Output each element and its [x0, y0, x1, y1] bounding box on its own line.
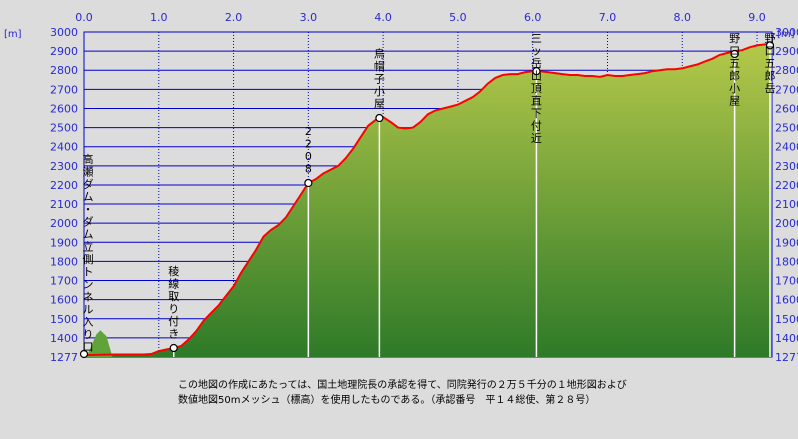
y-tick-label-right: 2500	[775, 122, 798, 135]
copyright-notice: この地図の作成にあたっては、国土地理院長の承認を得て、同院発行の２万５千分の１地…	[178, 378, 698, 408]
x-tick-label: 4.0	[374, 11, 392, 24]
y-tick-label-right: 2900	[775, 45, 798, 58]
y-tick-label: 2800	[50, 64, 78, 77]
annotation-label: 烏帽子小屋	[374, 47, 385, 111]
y-tick-label: 2200	[50, 179, 78, 192]
y-tick-label: 1900	[50, 236, 78, 249]
annotation-marker	[765, 41, 775, 50]
y-tick-label-right: 1400	[775, 332, 798, 345]
hill-decoration	[86, 330, 113, 357]
y-tick-label-right: 2300	[775, 160, 798, 173]
y-axis-unit-right: [m]	[777, 29, 795, 40]
annotation-marker	[79, 349, 89, 359]
x-tick-label: 5.0	[449, 11, 467, 24]
y-tick-label-right: 1277	[775, 351, 798, 364]
y-axis-unit: [m]	[4, 29, 22, 40]
y-tick-label-right: 3000	[775, 26, 798, 39]
x-tick-label: 8.0	[674, 11, 692, 24]
y-tick-label-right: 2800	[775, 64, 798, 77]
y-tick-label: 2400	[50, 141, 78, 154]
annotation-label: 三ッ岳山頂直下付近	[531, 32, 542, 145]
y-tick-label: 3000	[50, 26, 78, 39]
elevation-line	[84, 43, 772, 356]
y-tick-label-right: 2400	[775, 141, 798, 154]
annotation-marker	[532, 67, 541, 76]
annotation-label: 野口五郎小屋	[729, 32, 740, 108]
annotation-label: 野口五郎岳	[765, 32, 776, 95]
y-tick-label-right: 1600	[775, 294, 798, 307]
y-tick-label-right: 1900	[775, 236, 798, 249]
y-tick-label: 1277	[50, 351, 78, 364]
y-tick-label: 2600	[50, 102, 78, 115]
annotation-lines	[172, 45, 771, 357]
y-tick-label: 2100	[50, 198, 78, 211]
y-tick-label-right: 2000	[775, 217, 798, 230]
annotation-marker	[375, 113, 384, 123]
y-tick-label: 1400	[50, 332, 78, 345]
y-tick-label: 1800	[50, 255, 78, 268]
y-tick-label-right: 1500	[775, 313, 798, 326]
x-tick-label: 9.0	[748, 11, 766, 24]
y-tick-label: 2300	[50, 160, 78, 173]
y-tick-label: 2900	[50, 45, 78, 58]
y-tick-label: 1500	[50, 313, 78, 326]
annotation-label: 高瀬ダム・ダム立側トンネル入り口	[83, 152, 94, 354]
annotation-label: 稜線取り付き	[168, 265, 179, 341]
y-tick-label: 2700	[50, 83, 78, 96]
annotation-marker	[730, 49, 739, 59]
y-tick-label-right: 2100	[775, 198, 798, 211]
y-tick-label: 2000	[50, 217, 78, 230]
annotation-marker	[169, 343, 178, 353]
copyright-line-1: この地図の作成にあたっては、国土地理院長の承認を得て、同院発行の２万５千分の１地…	[178, 380, 627, 391]
y-tick-label-right: 1700	[775, 275, 798, 288]
x-tick-label: 2.0	[225, 11, 243, 24]
x-tick-label: 7.0	[599, 11, 617, 24]
y-tick-label: 1700	[50, 275, 78, 288]
x-tick-label: 1.0	[150, 11, 168, 24]
y-tick-label-right: 2200	[775, 179, 798, 192]
y-tick-label: 2500	[50, 122, 78, 135]
annotation-marker	[304, 178, 313, 188]
elevation-area	[84, 44, 772, 358]
x-tick-label: 6.0	[524, 11, 542, 24]
y-tick-label-right: 2600	[775, 102, 798, 115]
y-tick-label-right: 1800	[775, 255, 798, 268]
x-tick-label: 0.0	[75, 11, 93, 24]
y-tick-label-right: 2700	[775, 83, 798, 96]
x-tick-label: 3.0	[300, 11, 318, 24]
axis-labels: [m] [m] 1277 1277 1400 1400 1500 1500 1600 1600…	[4, 11, 798, 364]
copyright-line-2: 数値地図50mメッシュ（標高）を使用したものである。（承認番号 平１４総使、第２…	[178, 395, 596, 406]
y-tick-label: 1600	[50, 294, 78, 307]
